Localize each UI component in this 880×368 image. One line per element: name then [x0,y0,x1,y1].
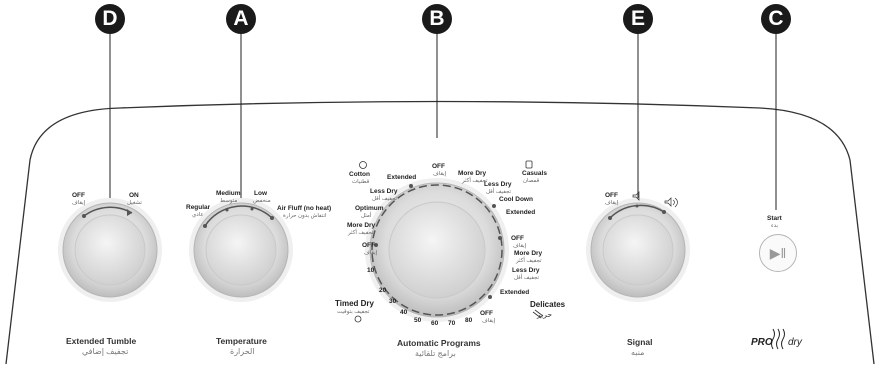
prog-casuals-label-ar: قمصان [523,178,540,184]
prog-off-right-label: OFF [511,235,524,242]
prog-extended-right2-label: Extended [500,289,530,296]
cotton-icon [359,161,367,169]
prog-more-dry-left-label: More Dry [347,222,376,229]
prog-less-dry-right-label-ar: تجفيف أقل [486,189,512,195]
prog-more-dry-right-label: More Dry [514,250,543,257]
speaker-high-icon [664,197,678,208]
tumble-on-label-ar: تشغيل [127,200,142,206]
prog-timer-20: 20 [379,287,387,294]
prog-more-dry-top-label-ar: تجفيف أكثر [462,178,488,184]
temp-regular-label: Regular [186,204,211,211]
prog-off-left-label: OFF [362,242,375,249]
prog-cool-down-label: Cool Down [499,196,533,203]
badge-e: E [623,4,653,34]
temperature-knob[interactable] [189,198,293,302]
prog-timer-60: 60 [431,320,439,327]
signal-off-label-ar: إيقاف [605,200,619,206]
badge-b: B [422,4,452,34]
delicates-icon [532,309,544,319]
prog-off-bottom-label: OFF [480,310,493,317]
temp-low-label-ar: منخفض [253,198,271,204]
extended-tumble-title: Extended Tumble [66,336,137,346]
brand-waves-icon [771,328,785,350]
prog-less-dry-right-label: Less Dry [484,181,512,188]
prog-more-dry-top-label: More Dry [458,170,487,177]
extended-tumble-title-ar: تجفيف إضافي [82,347,129,356]
temperature-title: Temperature [216,336,267,346]
speaker-low-icon [632,191,640,201]
prog-off-right-label-ar: إيقاف [513,243,527,249]
temp-medium-label: Medium [216,190,241,197]
prog-off-left-label-ar: إيقاف [364,250,378,256]
prog-timer-50: 50 [414,317,422,324]
prog-less-dry-label-ar: تجفيف أقل [372,196,398,202]
tumble-off-label-ar: إيقاف [72,200,86,206]
start-label-ar: بدء [771,223,779,229]
prog-timed-dry-label-ar: تجفيف بتوقيت [337,309,370,315]
temp-air-fluff-label-ar: انتفاش بدون حرارة [283,213,327,219]
play-pause-icon: ▶‖ [769,244,787,261]
prog-timer-10: 10 [367,267,375,274]
temp-air-fluff-label: Air Fluff (no heat) [277,205,332,212]
prog-more-dry-left-label-ar: تجفيف أكثر [348,230,374,236]
programs-knob[interactable] [365,178,509,322]
prog-off-top-label-ar: إيقاف [433,171,447,177]
casuals-icon [525,160,533,169]
start-button[interactable]: ▶‖ [759,234,797,272]
prog-timer-80: 80 [465,317,473,324]
badge-d: D [95,4,125,34]
prog-timer-30: 30 [389,298,397,305]
prog-off-bottom-label-ar: إيقاف [482,318,496,324]
prog-delicates-label: Delicates [530,300,566,309]
tumble-on-label: ON [129,192,139,199]
signal-knob[interactable] [586,198,690,302]
tumble-off-label: OFF [72,192,85,199]
temperature-title-ar: الحرارة [230,347,255,356]
prog-optimum-label: Optimum [355,205,384,212]
prog-off-top-label: OFF [432,163,445,170]
prog-timed-dry-label: Timed Dry [335,299,374,308]
prog-more-dry-right-label-ar: تجفيف أكثر [516,258,542,264]
temp-low-label: Low [254,190,267,197]
prog-extended-right-label: Extended [506,209,536,216]
programs-title-ar: برامج تلقائية [415,349,456,358]
start-label: Start [767,215,782,222]
timer-icon [354,315,362,323]
badge-a: A [226,4,256,34]
prog-cotton-label-ar: قطنيات [352,179,370,185]
panel-outline [5,100,875,365]
prog-casuals-label: Casuals [522,170,547,177]
temp-medium-label-ar: متوسط [220,198,238,204]
prog-optimum-label-ar: أمثل [361,213,372,219]
prog-timer-70: 70 [448,320,456,327]
brand-pro: PRO [751,337,773,348]
prog-less-dry-right2-label: Less Dry [512,267,540,274]
brand-dry: dry [788,337,802,348]
signal-off-label: OFF [605,192,618,199]
programs-title: Automatic Programs [397,338,481,348]
signal-title-ar: منبه [631,348,645,357]
prog-timer-40: 40 [400,309,408,316]
prog-cotton-label: Cotton [349,171,370,178]
signal-title: Signal [627,337,653,347]
prog-less-dry-right2-label-ar: تجفيف أقل [514,275,540,281]
temp-regular-label-ar: عادي [192,212,204,218]
prog-extended-label: Extended [387,174,417,181]
prog-less-dry-label: Less Dry [370,188,398,195]
badge-c: C [761,4,791,34]
extended-tumble-knob[interactable] [58,198,162,302]
prog-delicates-label-ar: حرير [537,310,552,319]
